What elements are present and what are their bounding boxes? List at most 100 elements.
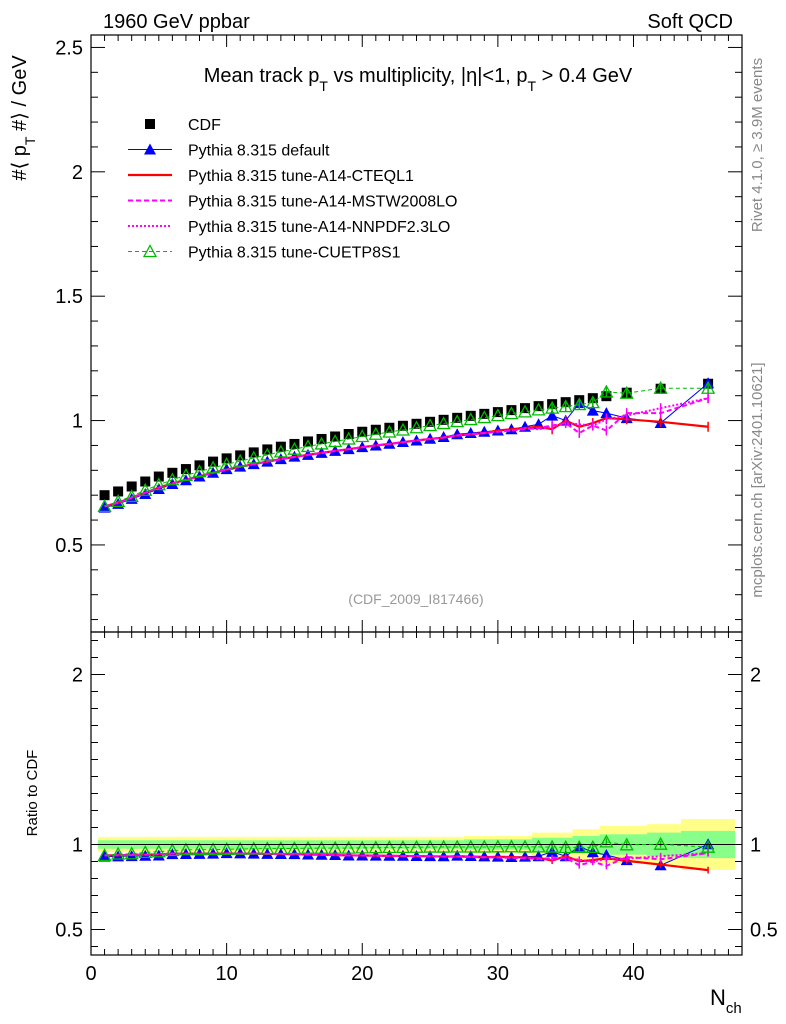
cdf-data-point (425, 416, 436, 427)
y-tick-label: 1 (72, 411, 83, 433)
ratio-y-tick-label-right: 0.5 (750, 920, 778, 942)
header-left: 1960 GeV ppbar (103, 11, 250, 33)
legend-marker-cuetp8s1 (142, 244, 158, 258)
ratio-point-cuetp8s1 (300, 840, 316, 854)
series-point-cuetp8s1 (219, 456, 234, 470)
main-panel-series (97, 377, 716, 513)
cdf-data-point (384, 422, 395, 433)
series-point-cuetp8s1 (450, 414, 465, 428)
series-point-cuetp8s1 (233, 453, 248, 467)
cdf-data-point (479, 408, 490, 419)
ratio-point-cuetp8s1 (517, 839, 533, 853)
series-line-nnpdf23lo (104, 397, 709, 508)
cdf-data-point (153, 471, 164, 482)
ratio-point-cuetp8s1 (368, 840, 383, 854)
series-point-cuetp8s1 (97, 499, 112, 513)
series-point-cuetp8s1 (246, 450, 261, 464)
cdf-data-point (533, 401, 544, 412)
ratio-point-default (464, 850, 477, 862)
ratio-point-cuetp8s1 (205, 842, 221, 856)
ratio-point-cuetp8s1 (545, 839, 560, 853)
ratio-point-cuetp8s1 (192, 842, 207, 856)
x-tick-label: 20 (351, 963, 373, 985)
x-tick-label: 30 (487, 963, 509, 985)
cdf-data-point (99, 490, 110, 501)
x-tick-label: 40 (622, 963, 644, 985)
cdf-data-point (452, 412, 463, 423)
series-point-cuetp8s1 (260, 447, 275, 461)
ratio-point-cuetp8s1 (382, 840, 397, 854)
ratio-point-cuetp8s1 (599, 834, 614, 848)
ratio-point-cuetp8s1 (477, 839, 492, 853)
y-tick-label: 2 (72, 162, 83, 184)
series-point-cuetp8s1 (151, 477, 166, 491)
series-point-cuetp8s1 (585, 395, 600, 409)
series-point-cuetp8s1 (314, 436, 329, 450)
legend-label: CDF (188, 117, 221, 134)
ratio-point-cuetp8s1 (409, 839, 424, 853)
legend-label: Pythia 8.315 tune-CUETP8S1 (188, 245, 401, 262)
series-point-cuetp8s1 (111, 494, 126, 508)
ratio-point-cuetp8s1 (124, 846, 139, 860)
ratio-point-cuetp8s1 (490, 839, 505, 853)
series-point-cuetp8s1 (205, 460, 221, 474)
series-point-cuetp8s1 (124, 489, 139, 503)
x-tick-label: 0 (85, 963, 96, 985)
series-point-cuetp8s1 (463, 412, 478, 426)
x-axis-label: Nch (710, 985, 742, 1017)
ratio-point-cuetp8s1 (246, 841, 261, 855)
ratio-point-cuetp8s1 (341, 840, 356, 854)
series-point-cuetp8s1 (165, 472, 180, 486)
analysis-tag: (CDF_2009_I817466) (348, 591, 483, 607)
series-point-cuetp8s1 (619, 385, 634, 399)
series-point-cuetp8s1 (395, 422, 411, 436)
cdf-data-point (140, 476, 151, 487)
series-point-cuetp8s1 (355, 429, 370, 443)
series-point-cuetp8s1 (368, 426, 383, 440)
ratio-y-tick-label-left: 2 (72, 665, 83, 687)
cdf-data-point (126, 481, 137, 492)
ratio-y-tick-label-left: 1 (72, 835, 83, 857)
rivet-version-text: Rivet 4.1.0, ≥ 3.9M events (749, 58, 766, 232)
ratio-point-cuetp8s1 (273, 841, 288, 855)
ratio-point-cuetp8s1 (463, 839, 478, 853)
ratio-point-cuetp8s1 (355, 840, 370, 854)
y-tick-label: 2.5 (55, 37, 83, 59)
ratio-point-cuetp8s1 (558, 839, 573, 853)
series-point-cuetp8s1 (273, 444, 288, 458)
series-point-cuetp8s1 (490, 408, 505, 422)
cdf-data-point (492, 407, 503, 418)
series-point-cuetp8s1 (300, 439, 316, 453)
series-point-cuetp8s1 (531, 402, 546, 416)
legend-label: Pythia 8.315 tune-A14-CTEQL1 (188, 168, 414, 185)
mcplots-reference-text: mcplots.cern.ch [arXiv:2401.10621] (749, 362, 766, 597)
cdf-data-point (411, 418, 422, 429)
ratio-point-default (451, 849, 464, 861)
legend: CDF Pythia 8.315 default Pythia 8.315 tune… (128, 117, 457, 262)
series-point-cuetp8s1 (138, 482, 153, 496)
ratio-y-tick-label-left: 0.5 (55, 920, 83, 942)
ratio-point-cuetp8s1 (233, 841, 248, 855)
ratio-panel-frame (90, 631, 743, 956)
ratio-point-cuetp8s1 (138, 845, 153, 859)
ratio-point-cuetp8s1 (151, 844, 166, 858)
ratio-point-cuetp8s1 (97, 848, 112, 862)
ratio-y-tick-label-right: 2 (750, 665, 761, 687)
ratio-point-cuetp8s1 (165, 843, 180, 857)
ratio-point-cuetp8s1 (450, 839, 465, 853)
series-point-cuetp8s1 (341, 431, 356, 445)
series-point-cuetp8s1 (700, 380, 716, 394)
ratio-point-cuetp8s1 (260, 841, 275, 855)
series-point-cuetp8s1 (517, 404, 533, 418)
y-tick-label: 0.5 (55, 535, 83, 557)
ratio-point-cuetp8s1 (531, 839, 546, 853)
legend-label: Pythia 8.315 default (188, 143, 330, 160)
ratio-point-cuetp8s1 (178, 842, 194, 856)
header-right: Soft QCD (647, 11, 733, 33)
series-point-cuetp8s1 (653, 380, 668, 394)
cdf-data-point (506, 405, 517, 416)
x-tick-label: 10 (216, 963, 238, 985)
series-point-cuetp8s1 (599, 384, 614, 398)
ratio-line-nnpdf23lo (104, 852, 709, 863)
